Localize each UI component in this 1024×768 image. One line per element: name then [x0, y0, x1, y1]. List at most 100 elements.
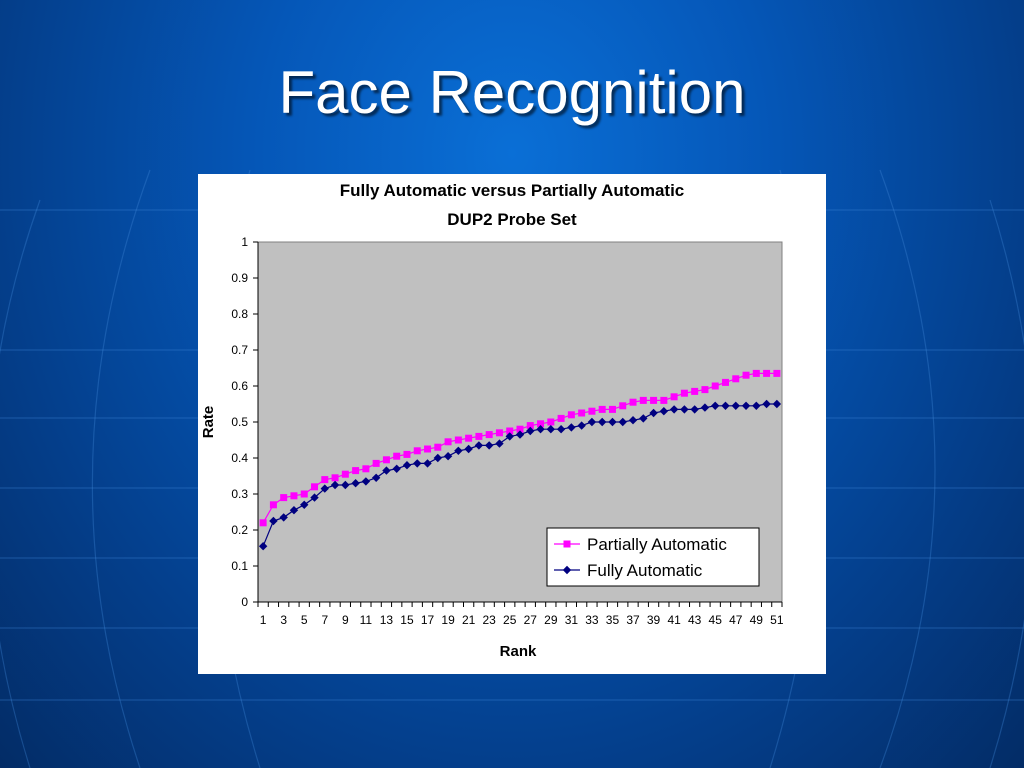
data-point [506, 427, 514, 435]
data-point [434, 443, 442, 451]
data-point [516, 425, 524, 433]
x-tick-label: 7 [321, 613, 328, 627]
x-tick-label: 21 [462, 613, 476, 627]
x-tick-label: 51 [770, 613, 784, 627]
data-point [608, 417, 617, 427]
data-point [721, 378, 729, 386]
chart-title-line-2: DUP2 Probe Set [447, 210, 577, 229]
data-point [382, 466, 391, 475]
x-tick-label: 13 [380, 613, 394, 627]
data-point [495, 429, 503, 437]
x-tick-label: 37 [626, 613, 640, 627]
data-point [485, 431, 493, 439]
data-point [382, 456, 390, 464]
data-point [341, 480, 350, 490]
data-point [731, 401, 740, 410]
data-point [515, 430, 525, 439]
legend-box [546, 527, 760, 587]
data-point [772, 399, 782, 409]
data-point [691, 387, 699, 395]
data-point [330, 480, 340, 490]
x-tick-label: 23 [482, 613, 496, 627]
y-axis: 0 0.1 0.2 0.3 0.4 0.5 0.6 0.7 0.8 0.9 1 [231, 235, 259, 609]
data-point [670, 393, 678, 401]
data-point [300, 500, 309, 509]
x-tick-label: 15 [400, 613, 414, 627]
x-tick-label: 47 [729, 613, 743, 627]
data-point [711, 382, 719, 390]
data-point [588, 407, 596, 415]
data-point [464, 444, 473, 454]
data-point [300, 490, 308, 498]
legend-label: Partially Automatic [587, 535, 727, 554]
y-tick-label: 0.6 [231, 379, 248, 393]
data-point [310, 493, 319, 502]
x-tick-label: 19 [441, 613, 455, 627]
legend: Partially Automatic Fully Automatic [546, 527, 760, 587]
x-tick-label: 27 [524, 613, 538, 627]
data-point [618, 417, 627, 427]
data-point [701, 386, 709, 394]
data-point [403, 450, 411, 458]
data-point [567, 423, 576, 432]
data-point [505, 432, 514, 441]
data-point [669, 405, 679, 414]
data-point [660, 396, 668, 404]
data-point [402, 461, 412, 470]
data-point [341, 470, 349, 478]
y-tick-label: 0.8 [231, 307, 248, 321]
data-point [711, 401, 720, 410]
x-tick-label: 33 [585, 613, 599, 627]
data-point [763, 369, 771, 377]
series-partially-automatic [259, 369, 781, 527]
data-point [526, 426, 535, 436]
x-tick-label: 43 [688, 613, 702, 627]
x-axis-title: Rank [500, 643, 537, 660]
data-point [351, 479, 360, 488]
x-tick-label: 11 [360, 613, 373, 627]
data-point [423, 459, 432, 468]
line-chart: Fully Automatic versus Partially Automat… [200, 181, 784, 660]
x-tick-label: 39 [647, 613, 661, 627]
data-point [413, 447, 421, 455]
legend-label: Fully Automatic [587, 561, 703, 580]
data-point [362, 465, 370, 473]
data-point [484, 441, 494, 450]
data-point [578, 409, 586, 417]
x-tick-label: 29 [544, 613, 558, 627]
data-point [619, 402, 627, 410]
data-point [475, 432, 483, 440]
data-point [732, 375, 740, 383]
data-point [321, 476, 329, 484]
data-point [537, 420, 545, 428]
x-tick-label: 31 [565, 613, 579, 627]
data-point [259, 519, 267, 527]
data-point [567, 411, 575, 419]
y-tick-label: 0.7 [231, 343, 248, 357]
legend-marker [563, 540, 571, 548]
data-point [280, 494, 288, 502]
data-point [331, 474, 339, 482]
y-axis-title: Rate [200, 406, 217, 439]
data-point [495, 439, 504, 448]
data-point [279, 513, 288, 522]
data-point [649, 408, 658, 418]
data-point [680, 389, 688, 397]
data-point [352, 467, 360, 475]
data-point [311, 483, 319, 491]
data-point [752, 401, 761, 410]
data-point [269, 501, 277, 509]
y-tick-label: 0 [241, 595, 248, 609]
data-point [639, 396, 647, 404]
legend-marker [562, 565, 572, 575]
y-tick-label: 0.1 [231, 559, 248, 573]
data-point [773, 369, 781, 377]
y-tick-label: 1 [241, 235, 248, 249]
data-point [721, 401, 730, 410]
x-axis: 1 3 5 7 9 11 13 15 17 19 21 23 25 27 29 31 33 35 37 39 41 43 4… [257, 601, 784, 627]
x-tick-label: 9 [342, 613, 349, 627]
data-point [454, 446, 463, 455]
data-point [424, 445, 432, 453]
x-tick-label: 45 [709, 613, 723, 627]
data-point [629, 398, 637, 406]
